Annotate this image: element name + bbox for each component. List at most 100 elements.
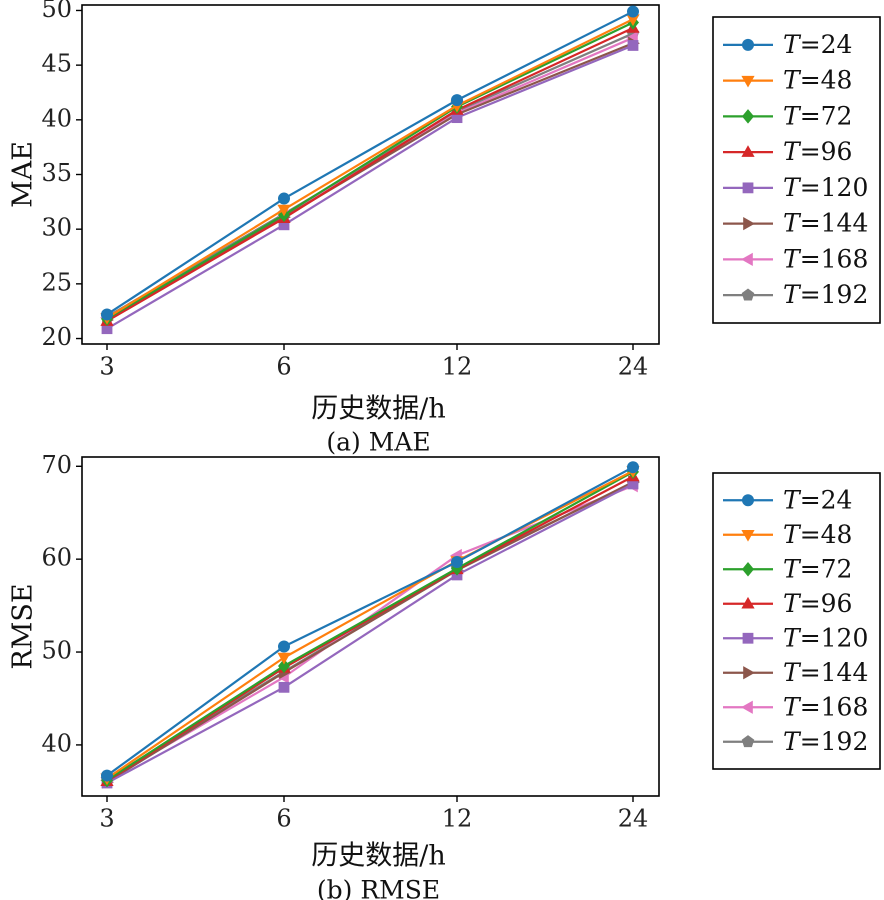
series-line [106,475,634,783]
y-tick-label: 70 [41,451,72,479]
series-line [106,482,634,784]
x-axis: 3 6 12 24 [99,344,648,381]
y-tick-label: 35 [41,159,72,187]
x-tick-label: 6 [276,353,291,381]
legend-label: T=96 [783,137,852,166]
x-tick-label: 12 [442,805,473,833]
chart-caption: (a) MAE [326,428,430,457]
x-tick-label: 12 [442,353,473,381]
data-point [278,192,290,205]
x-axis-label: 历史数据/h [311,394,446,425]
series-t-72 [101,464,639,788]
legend-marker [741,596,755,609]
data-point [451,94,463,107]
legend-marker [741,75,755,88]
series-line [106,484,634,782]
legend-item: T=48 [723,65,852,94]
x-axis-label: 历史数据/h [311,841,446,872]
y-tick-label: 60 [41,544,72,572]
legend-label: T=192 [783,280,868,309]
y-axis-label: MAE [8,141,39,208]
legend-item: T=168 [723,692,868,721]
legend-label: T=48 [783,65,852,94]
series-t-24 [101,5,639,321]
legend-label: T=168 [783,692,868,721]
y-tick-label: 45 [41,50,72,78]
legend-label: T=72 [783,554,852,583]
plot-frame [81,456,660,797]
legend-label: T=120 [783,172,868,201]
x-axis: 3 6 12 24 [99,796,648,833]
data-point [101,308,113,321]
legend-label: T=24 [783,29,852,58]
series-line [106,21,634,320]
legend-item: T=24 [723,485,852,514]
y-tick-label: 40 [41,104,72,132]
series-t-120 [101,40,639,335]
x-tick-label: 3 [99,805,114,833]
legend-marker [741,252,753,266]
legend-item: T=144 [723,657,868,686]
legend-marker [741,735,755,748]
legend-marker [742,632,754,644]
series-line [106,32,634,318]
legend-marker [741,700,753,714]
legend-item: T=192 [723,280,868,309]
legend-item: T=168 [723,244,868,273]
data-point [277,204,291,217]
legend-item: T=96 [723,588,852,617]
series-line [106,10,634,316]
data-point [451,555,463,568]
legend-marker [742,38,754,51]
data-point [277,652,291,665]
legend-box [712,16,881,324]
x-tick-label: 3 [99,353,114,381]
data-point [278,681,290,693]
data-point [278,219,290,231]
series-line [106,466,634,777]
y-tick-label: 40 [41,729,72,757]
legend-item: T=48 [723,519,852,548]
legend-label: T=144 [783,657,868,686]
legend-label: T=120 [783,623,868,652]
data-point [278,640,290,653]
legend-marker [742,109,754,124]
data-point [627,461,639,474]
y-axis: 40 50 60 70 [41,451,82,757]
legend-marker [742,562,754,577]
y-tick-label: 20 [41,323,72,351]
legend-label: T=72 [783,101,852,130]
legend-item: T=96 [723,137,852,166]
legend-item: T=144 [723,208,868,237]
data-point [626,14,640,27]
data-point [451,561,463,576]
legend-item: T=72 [723,101,852,130]
data-point [627,40,639,51]
legend-label: T=48 [783,519,852,548]
x-tick-label: 24 [618,805,649,833]
x-tick-label: 6 [276,805,291,833]
legend-marker [741,288,755,301]
data-point [101,323,113,335]
series-t-24 [101,461,639,782]
x-tick-label: 24 [618,353,649,381]
legend-marker [743,217,755,231]
series-line [106,42,634,321]
legend-item: T=192 [723,726,868,755]
chart-panel-rmse: 40 50 60 70 3 6 12 24 RMSE 历史数据/h (b) RMSE T=24 T=48… [8,451,881,900]
data-point [101,769,113,782]
series-line [106,44,634,330]
legend-item: T=120 [723,623,868,652]
legend-label: T=24 [783,485,852,514]
series-line [106,469,634,780]
series-line [106,26,634,322]
legend: T=24 T=48 T=72 T=96 T=120 T=144 T=168 T=192 [712,472,881,770]
legend-item: T=120 [723,172,868,201]
legend-label: T=192 [783,726,868,755]
y-tick-label: 25 [41,268,72,296]
legend: T=24 T=48 T=72 T=96 T=120 T=144 T=168 T=192 [712,16,881,324]
legend-label: T=144 [783,208,868,237]
data-point [627,5,639,18]
series-t-168 [100,31,638,325]
